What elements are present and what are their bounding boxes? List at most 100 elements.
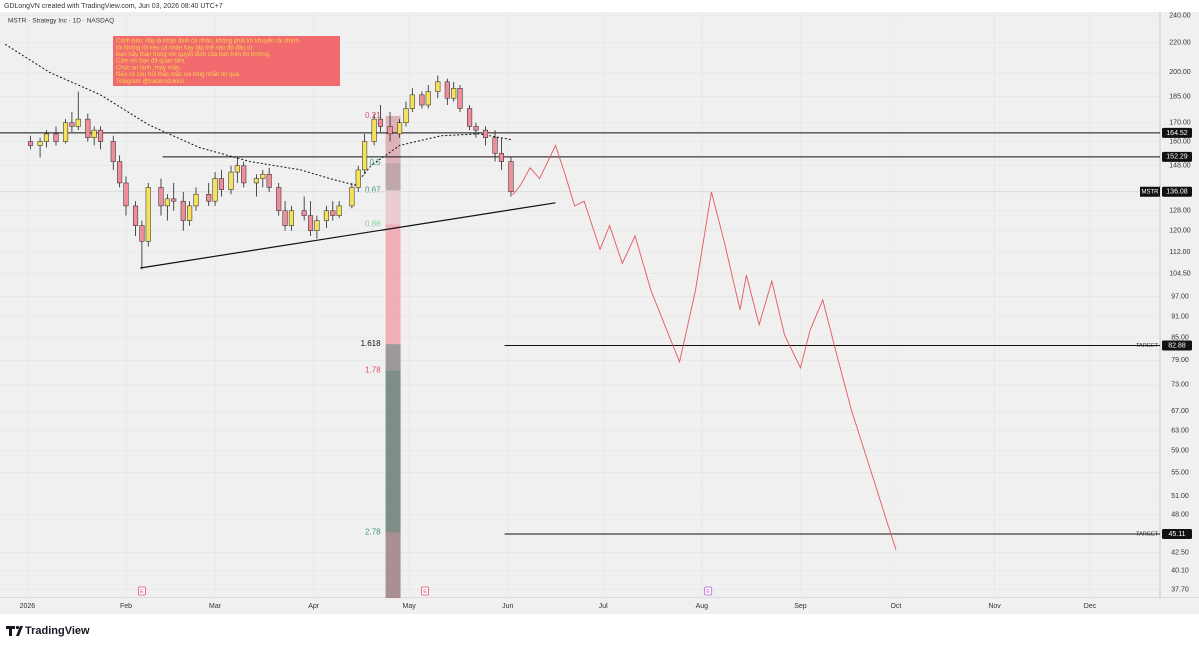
candle-body bbox=[75, 118, 81, 127]
y-tick-label: 79.00 bbox=[1171, 357, 1189, 364]
candle-body bbox=[355, 169, 361, 188]
candle-body bbox=[253, 178, 259, 184]
y-tick-label: 59.00 bbox=[1171, 448, 1189, 455]
lines-layer bbox=[0, 43, 1160, 550]
fib-layer: 0.21 0.5 0.67 0.88 1.618 1.78 2.78 bbox=[361, 111, 401, 598]
y-tick-label: 120.00 bbox=[1169, 228, 1191, 235]
candle-body bbox=[425, 91, 431, 106]
fib-band bbox=[385, 532, 401, 598]
candle-body bbox=[451, 88, 457, 99]
note-line: Bạn hãy thận trọng với quyết định của bạ… bbox=[116, 51, 271, 58]
brand-logo-dot bbox=[15, 625, 20, 630]
x-tick-label: Dec bbox=[1084, 603, 1097, 610]
candle-body bbox=[387, 126, 393, 135]
candle-body bbox=[377, 118, 384, 127]
grid-layer bbox=[0, 12, 1160, 598]
price-axis-area bbox=[1160, 12, 1199, 598]
price-tag-label: 152.29 bbox=[1166, 154, 1188, 161]
candle-body bbox=[482, 129, 489, 138]
footer: TradingView bbox=[6, 625, 90, 637]
candle-body bbox=[187, 205, 193, 221]
price-tag-label: 136.08 bbox=[1166, 189, 1188, 196]
fib-label: 0.67 bbox=[365, 186, 381, 195]
x-tick-label: 2026 bbox=[20, 603, 36, 610]
candle-body bbox=[27, 141, 34, 146]
candle-body bbox=[117, 161, 123, 184]
candle-body bbox=[276, 187, 282, 211]
candle-body bbox=[212, 178, 218, 202]
price-tag-label: 82.88 bbox=[1168, 342, 1186, 349]
candle-body bbox=[43, 133, 50, 142]
y-tick-label: 91.00 bbox=[1171, 313, 1189, 320]
event-marker bbox=[421, 586, 429, 596]
x-tick-label: Aug bbox=[696, 603, 709, 610]
y-tick-label: 170.00 bbox=[1169, 120, 1191, 127]
trendline bbox=[140, 202, 556, 269]
candle-body bbox=[218, 178, 224, 190]
note-line: Telegram @tradersdokich bbox=[116, 79, 184, 85]
y-tick-label: 73.00 bbox=[1171, 382, 1189, 389]
candle-body bbox=[234, 165, 240, 173]
candle-body bbox=[323, 210, 329, 221]
y-tick-label: 160.00 bbox=[1169, 138, 1191, 145]
price-tag bbox=[1162, 127, 1192, 138]
y-tick-label: 40.10 bbox=[1171, 567, 1189, 574]
x-tick-label: Mar bbox=[209, 603, 222, 610]
brand-logo bbox=[6, 626, 23, 636]
candle-body bbox=[288, 210, 294, 226]
candle-body bbox=[362, 141, 368, 171]
y-tick-label: 185.00 bbox=[1169, 93, 1191, 100]
candle-body bbox=[206, 193, 212, 202]
candle-body bbox=[171, 198, 177, 202]
price-tag bbox=[1162, 529, 1192, 540]
x-tick-label: May bbox=[403, 603, 417, 610]
symbol-tag bbox=[1140, 186, 1160, 197]
y-tick-label: 220.00 bbox=[1169, 40, 1191, 47]
candle-body bbox=[37, 141, 43, 146]
candles-layer bbox=[27, 75, 514, 270]
candle-body bbox=[69, 122, 75, 127]
candle-body bbox=[409, 94, 415, 109]
fib-label: 1.78 bbox=[365, 365, 381, 374]
candle-body bbox=[180, 200, 186, 221]
y-tick-label: 85.00 bbox=[1171, 334, 1189, 341]
fib-band bbox=[385, 370, 401, 533]
candle-body bbox=[473, 126, 479, 131]
candle-body bbox=[97, 129, 104, 142]
candle-body bbox=[307, 215, 314, 231]
candle-body bbox=[336, 205, 342, 216]
candle-body bbox=[403, 108, 409, 124]
plot-area bbox=[0, 12, 1160, 598]
candle-body bbox=[508, 161, 514, 192]
symbol-info: MSTR · Strategy Inc · 1D · NASDAQ bbox=[8, 18, 114, 25]
symbol-tag-label: MSTR bbox=[1142, 189, 1160, 195]
fib-band bbox=[385, 224, 401, 345]
x-tick-label: Nov bbox=[988, 603, 1001, 610]
candle-body bbox=[266, 173, 272, 188]
x-tick-label: Oct bbox=[890, 603, 901, 610]
candle-body bbox=[158, 187, 164, 207]
price-tag bbox=[1162, 340, 1192, 351]
candle-body bbox=[260, 173, 266, 179]
candle-body bbox=[53, 133, 59, 142]
note-line: Nếu có câu hỏi thắc mắc vui lòng nhắn ti… bbox=[116, 71, 240, 78]
fib-label: 0.21 bbox=[365, 111, 381, 120]
candle-body bbox=[301, 210, 307, 216]
y-tick-label: 240.00 bbox=[1169, 13, 1191, 20]
price-tag bbox=[1162, 186, 1192, 197]
candle-body bbox=[132, 205, 139, 226]
fib-label: 1.618 bbox=[361, 339, 382, 348]
candle-body bbox=[85, 118, 91, 138]
event-marker bbox=[137, 586, 146, 596]
y-tick-label: 48.00 bbox=[1171, 512, 1189, 519]
y-tick-label: 97.00 bbox=[1171, 294, 1189, 301]
price-tag bbox=[1162, 151, 1192, 162]
y-tick-label: 148.00 bbox=[1169, 163, 1191, 170]
candle-body bbox=[467, 108, 473, 127]
candle-body bbox=[397, 122, 403, 135]
candle-body bbox=[314, 220, 320, 231]
note-line: Cảm ơn bạn đã quan tâm. bbox=[116, 59, 186, 65]
